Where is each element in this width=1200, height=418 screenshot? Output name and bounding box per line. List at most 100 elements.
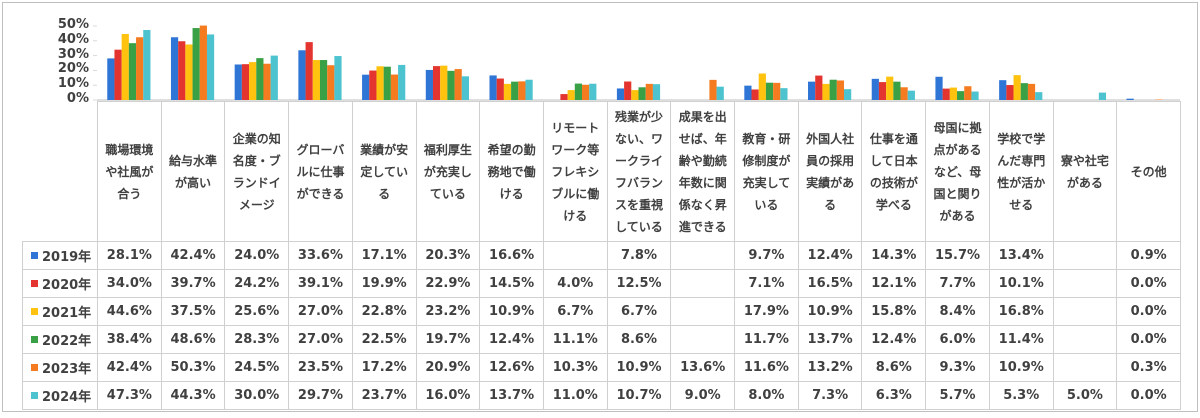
- bar: [298, 50, 306, 100]
- category-label: その他: [1130, 164, 1167, 179]
- bar: [136, 37, 144, 100]
- table-value: 13.7%: [479, 381, 544, 410]
- table-value: 50.3%: [160, 353, 226, 382]
- table-value: [670, 297, 736, 326]
- legend-entry: 2019年: [22, 241, 98, 270]
- bar: [1027, 83, 1036, 100]
- bar: [305, 42, 313, 100]
- table-value: 44.3%: [160, 381, 226, 410]
- category-label: 企業の知名度・ブランドイメージ: [232, 131, 281, 212]
- table-value: 47.3%: [97, 381, 162, 410]
- table-value: 4.0%: [542, 269, 608, 298]
- bar: [878, 82, 887, 100]
- legend-swatch: [31, 252, 38, 259]
- bar: [808, 81, 816, 100]
- y-tick-label: 30%: [57, 46, 89, 62]
- category-label: 給与水準が高い: [169, 153, 218, 190]
- y-tick-label: 40%: [57, 31, 89, 47]
- legend-label: 2024年: [42, 390, 92, 405]
- table-value: 6.7%: [542, 297, 608, 326]
- category-label: 業績が安定している: [360, 142, 409, 201]
- category-header: グローバルに仕事ができる: [288, 101, 353, 242]
- table-value: 22.8%: [351, 297, 417, 326]
- table-value: 25.6%: [224, 297, 290, 326]
- table-value: 28.3%: [224, 325, 290, 354]
- table-value: 27.0%: [288, 297, 353, 326]
- table-value: 7.1%: [734, 269, 799, 298]
- bar: [170, 37, 179, 100]
- category-label: 寮や社宅がある: [1060, 153, 1109, 190]
- frame: [2, 2, 1198, 412]
- bar: [836, 80, 845, 100]
- bar: [114, 49, 122, 100]
- bar: [886, 76, 894, 100]
- bar: [376, 66, 384, 100]
- table-value: 10.1%: [988, 269, 1054, 298]
- legend-swatch: [31, 280, 38, 287]
- bar: [496, 78, 504, 100]
- bar: [844, 89, 852, 100]
- table-value: 10.9%: [479, 297, 544, 326]
- table-value: 12.4%: [479, 325, 544, 354]
- bar: [398, 64, 406, 100]
- y-tick-label: 10%: [57, 76, 89, 92]
- legend-swatch: [31, 336, 38, 343]
- bar: [999, 80, 1007, 100]
- category-header: 残業が少ない、ワークライフバランスを重視している: [606, 101, 672, 242]
- table-corner: [22, 101, 98, 242]
- table-value: 16.5%: [797, 269, 863, 298]
- table-value: [1052, 353, 1118, 382]
- table-value: [1052, 269, 1118, 298]
- bar: [256, 58, 264, 100]
- legend-label: 2022年: [42, 334, 92, 349]
- table-value: 8.6%: [606, 325, 672, 354]
- table-value: [670, 241, 736, 270]
- table-value: 19.7%: [415, 325, 481, 354]
- table-value: 9.3%: [925, 353, 990, 382]
- table-value: 0.9%: [1116, 241, 1181, 270]
- table-value: 16.0%: [415, 381, 481, 410]
- table-value: 34.0%: [97, 269, 162, 298]
- bar: [829, 79, 837, 100]
- bar: [199, 25, 207, 100]
- bar: [249, 62, 257, 100]
- bar: [1035, 92, 1043, 100]
- bar: [624, 81, 632, 100]
- category-header: 職場環境や社風が合う: [97, 101, 162, 242]
- table-value: 33.6%: [288, 241, 353, 270]
- table-value: 12.4%: [861, 325, 927, 354]
- bar: [121, 33, 129, 100]
- bar: [518, 81, 526, 100]
- table-value: 6.7%: [606, 297, 672, 326]
- bar: [489, 75, 497, 100]
- bar: [971, 91, 979, 100]
- category-label: 教育・研修制度が充実している: [742, 131, 791, 212]
- category-header: 寮や社宅がある: [1052, 101, 1118, 242]
- legend-label: 2020年: [42, 278, 92, 293]
- bar: [780, 88, 788, 100]
- table-value: 0.0%: [1116, 381, 1181, 410]
- table-value: 15.8%: [861, 297, 927, 326]
- category-label: グローバルに仕事ができる: [296, 142, 345, 201]
- table-value: 42.4%: [160, 241, 226, 270]
- bar: [893, 81, 901, 100]
- category-header: 教育・研修制度が充実している: [734, 101, 799, 242]
- table-value: 14.3%: [861, 241, 927, 270]
- table-value: 13.4%: [988, 241, 1054, 270]
- category-header: その他: [1116, 101, 1181, 242]
- table-value: [1052, 241, 1118, 270]
- category-label: 職場環境や社風が合う: [105, 142, 154, 201]
- table-value: 29.7%: [288, 381, 353, 410]
- bar: [525, 79, 533, 100]
- table-value: 13.6%: [670, 353, 736, 382]
- table-value: 44.6%: [97, 297, 162, 326]
- bar: [270, 55, 278, 100]
- table-value: 22.9%: [415, 269, 481, 298]
- table-value: 8.6%: [861, 353, 927, 382]
- category-header: 成果を出せば、年齢や勤続年数に関係なく昇進できる: [670, 101, 736, 242]
- bar: [447, 70, 455, 100]
- bar: [638, 87, 646, 100]
- table-value: 17.2%: [351, 353, 417, 382]
- table-value: 10.9%: [988, 353, 1054, 382]
- legend-label: 2023年: [42, 362, 92, 377]
